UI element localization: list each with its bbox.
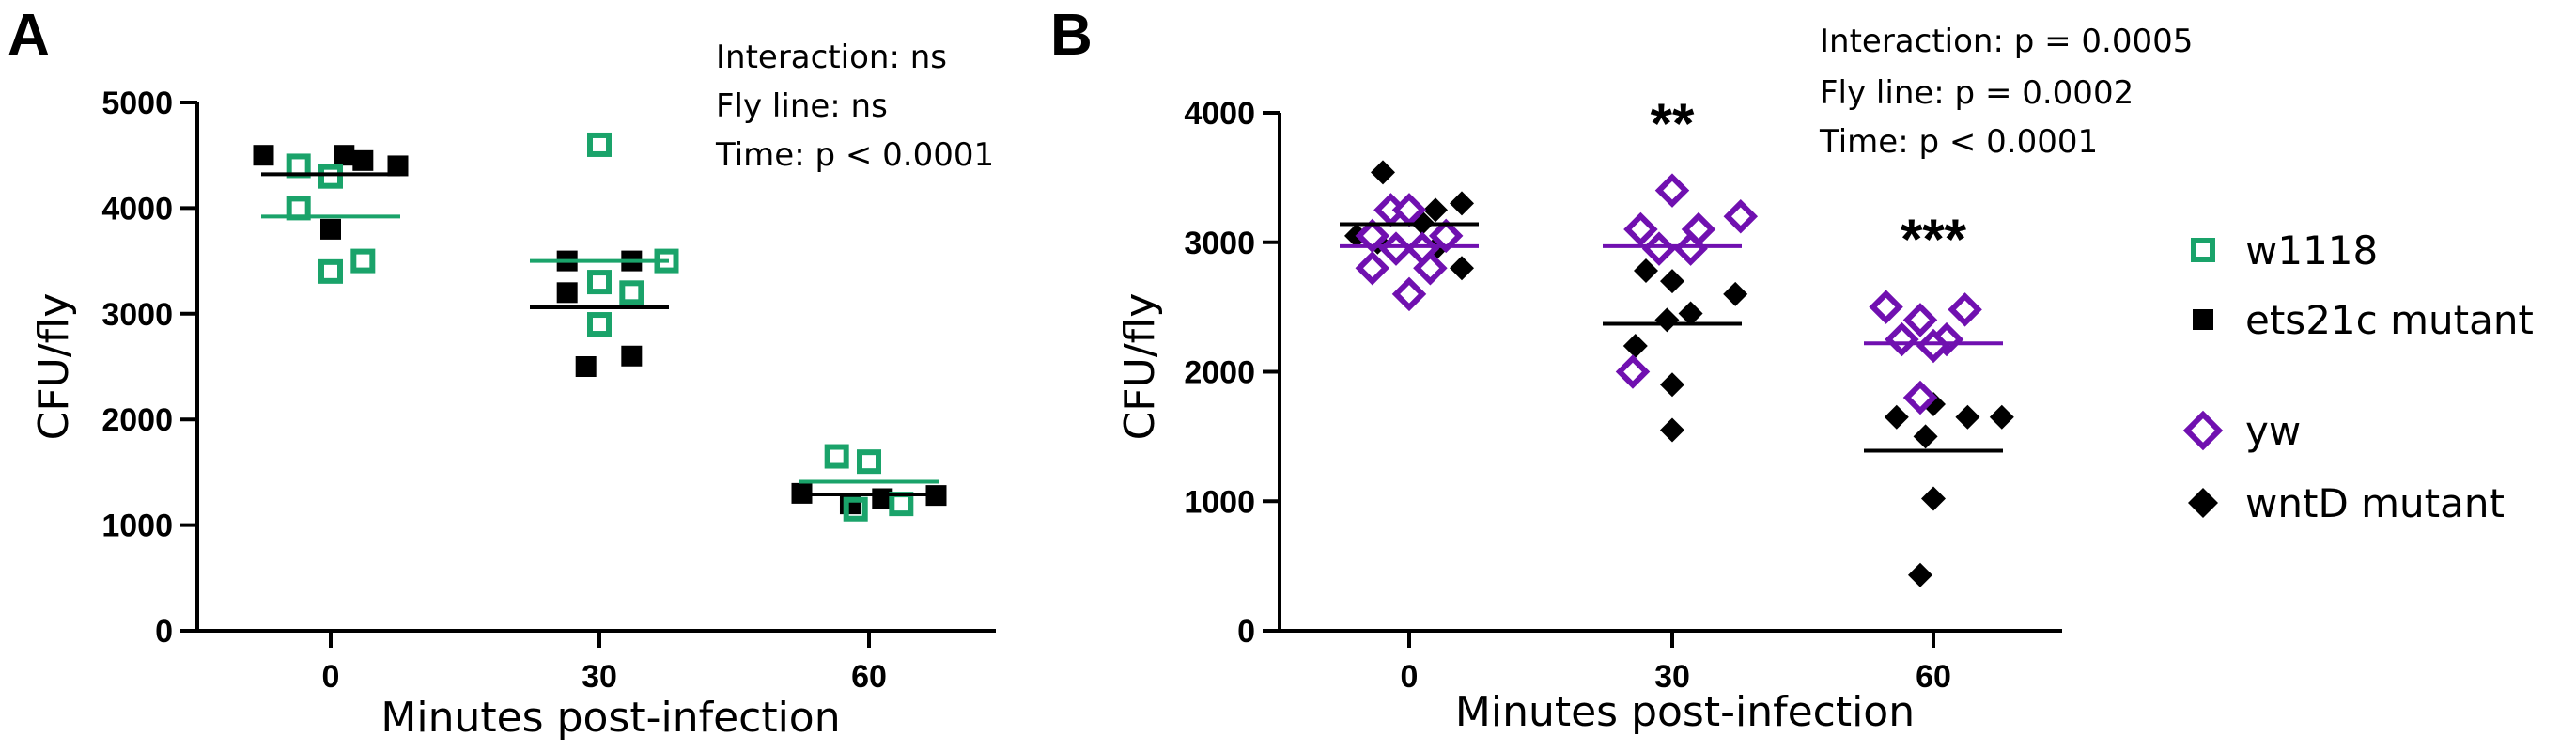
y-tick-label: 4000 — [101, 191, 173, 227]
data-point — [575, 356, 597, 377]
stats-annotation: Fly line: p = 0.0002 — [1820, 74, 2134, 112]
y-tick-label: 1000 — [101, 509, 173, 544]
data-point — [1355, 251, 1390, 286]
y-tick-label: 3000 — [101, 297, 173, 333]
data-point — [889, 492, 914, 517]
y-tick-label: 0 — [1237, 614, 1255, 650]
data-point — [839, 494, 861, 515]
data-point — [1885, 321, 1919, 357]
y-tick-label: 3000 — [1184, 226, 1255, 261]
data-point — [1623, 212, 1658, 247]
data-point — [318, 164, 343, 189]
data-point — [1921, 486, 1946, 511]
x-tick-label: 30 — [1654, 659, 1690, 695]
data-point — [387, 155, 409, 177]
panel-a: A 0 1000 2000 3000 4000 5000 0 30 60 CFU/fly Minute… — [8, 3, 996, 742]
x-axis-title: Minutes post-infection — [1455, 688, 1915, 736]
series-w1118 — [286, 132, 914, 522]
y-tick-label: 2000 — [101, 402, 173, 438]
legend-marker — [2191, 238, 2215, 262]
data-point — [824, 444, 849, 469]
significance-mark: ** — [1651, 92, 1695, 155]
y-tick-label: 0 — [155, 614, 173, 650]
data-point — [1902, 380, 1938, 415]
panel-b: B 0 1000 2000 3000 4000 0 30 60 CFU/fly Minutes po… — [1050, 3, 2193, 736]
series-ets21c-mutant — [253, 145, 947, 515]
y-tick-label: 2000 — [1184, 355, 1255, 391]
data-point — [587, 132, 612, 157]
data-point — [1391, 276, 1427, 312]
data-point — [1654, 173, 1690, 208]
data-point — [621, 345, 643, 367]
data-point — [1869, 290, 1903, 324]
panel-letter: A — [8, 3, 50, 68]
data-point — [318, 258, 343, 284]
data-point — [1654, 307, 1680, 333]
data-point — [1355, 218, 1390, 254]
data-point — [320, 218, 341, 240]
legend-marker — [2182, 410, 2224, 451]
data-point — [619, 280, 644, 306]
y-tick-label: 5000 — [101, 86, 173, 121]
x-tick-label: 60 — [851, 659, 887, 695]
data-point — [1908, 562, 1932, 588]
stats-annotation: Fly line: ns — [716, 87, 888, 125]
data-point — [556, 282, 578, 304]
legend: w1118 ets21c mutant yw wntD mutant — [2182, 227, 2534, 526]
data-point — [1884, 404, 1909, 430]
data-point — [1634, 258, 1658, 284]
y-axis-title: CFU/fly — [1116, 293, 1164, 441]
data-point — [843, 496, 868, 522]
legend-label: ets21c mutant — [2245, 297, 2534, 343]
x-axis-title: Minutes post-infection — [380, 694, 840, 742]
data-point — [587, 270, 612, 295]
data-point — [1948, 292, 1982, 327]
significance-mark: *** — [1901, 208, 1967, 271]
data-point — [1423, 197, 1448, 223]
data-point — [1660, 372, 1684, 398]
data-point — [253, 145, 274, 166]
data-point — [1615, 354, 1651, 389]
data-point — [1428, 218, 1464, 254]
x-tick-label: 0 — [1401, 659, 1419, 695]
legend-marker — [2193, 309, 2213, 330]
legend-label: w1118 — [2245, 227, 2378, 274]
data-point — [1902, 303, 1938, 337]
data-point — [1723, 281, 1748, 306]
data-point — [1955, 404, 1980, 430]
data-point — [1660, 269, 1684, 294]
stats-annotation: Time: p < 0.0001 — [715, 136, 994, 174]
data-point — [1450, 256, 1474, 281]
data-point — [587, 312, 612, 337]
panel-letter: B — [1050, 3, 1093, 68]
x-tick-label: 60 — [1916, 659, 1951, 695]
stats-annotation: Interaction: p = 0.0005 — [1820, 23, 2193, 60]
data-point — [1678, 301, 1703, 326]
data-point — [1371, 160, 1395, 185]
data-point — [352, 149, 374, 171]
data-point — [350, 248, 376, 274]
legend-marker — [2188, 488, 2218, 518]
data-point — [857, 449, 881, 475]
series-yw — [1355, 173, 1982, 415]
data-point — [1622, 333, 1648, 358]
data-point — [1660, 417, 1684, 443]
legend-label: wntD mutant — [2245, 480, 2505, 526]
y-tick-label: 4000 — [1184, 96, 1255, 132]
data-point — [1450, 191, 1474, 216]
stats-annotation: Interaction: ns — [716, 39, 947, 76]
data-point — [1989, 404, 2014, 430]
data-point — [1723, 198, 1759, 234]
data-point — [1913, 424, 1938, 449]
y-tick-label: 1000 — [1184, 484, 1255, 520]
x-tick-label: 30 — [582, 659, 617, 695]
y-axis-title: CFU/fly — [30, 293, 78, 441]
legend-label: yw — [2245, 408, 2301, 454]
data-point — [1413, 251, 1448, 286]
data-point — [1641, 231, 1677, 266]
data-point — [334, 145, 355, 166]
x-tick-label: 0 — [322, 659, 340, 695]
stats-annotation: Time: p < 0.0001 — [1819, 123, 2098, 161]
